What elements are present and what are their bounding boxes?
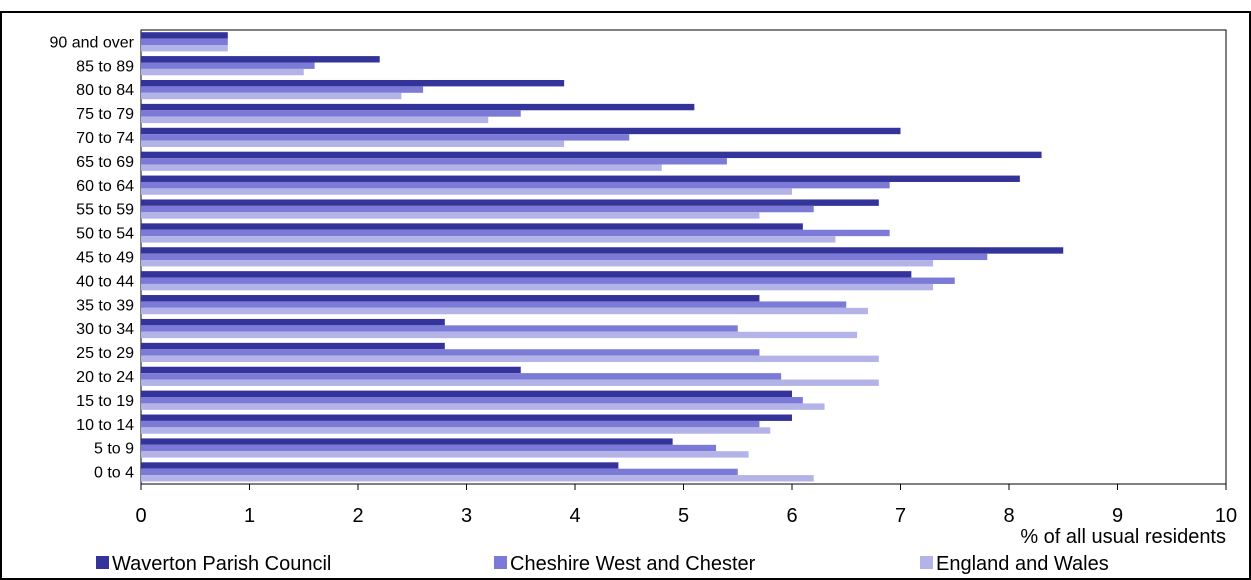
y-tick-label: 5 to 9 bbox=[94, 441, 134, 458]
bar-cheshire-west-and-chester-15-to-19 bbox=[141, 397, 803, 404]
bar-england-and-wales-65-to-69 bbox=[141, 164, 662, 171]
y-tick-label: 35 to 39 bbox=[76, 297, 134, 314]
y-tick-label: 70 to 74 bbox=[76, 130, 134, 147]
y-tick-label: 40 to 44 bbox=[76, 273, 134, 290]
bar-waverton-parish-council-90-and-over bbox=[141, 32, 228, 39]
bar-cheshire-west-and-chester-60-to-64 bbox=[141, 181, 890, 189]
bar-waverton-parish-council-85-to-89 bbox=[141, 56, 380, 63]
bar-cheshire-west-and-chester-90-and-over bbox=[141, 38, 228, 45]
y-tick-label: 30 to 34 bbox=[76, 321, 134, 338]
x-tick-label: 5 bbox=[678, 505, 689, 527]
bar-waverton-parish-council-75-to-79 bbox=[141, 103, 695, 111]
bar-england-and-wales-5-to-9 bbox=[141, 451, 749, 458]
y-axis-labels: 90 and over 85 to 89 80 to 84 75 to 79 70 to… bbox=[49, 34, 134, 481]
bar-cheshire-west-and-chester-20-to-24 bbox=[141, 373, 782, 380]
y-tick-label: 0 to 4 bbox=[94, 465, 134, 482]
y-tick-label: 50 to 54 bbox=[76, 226, 134, 243]
x-tick-label: 9 bbox=[1112, 505, 1123, 527]
bar-waverton-parish-council-15-to-19 bbox=[141, 390, 792, 398]
bar-england-and-wales-25-to-29 bbox=[141, 355, 879, 363]
y-tick-label: 60 to 64 bbox=[76, 178, 134, 195]
y-tick-label: 55 to 59 bbox=[76, 202, 134, 219]
bar-england-and-wales-10-to-14 bbox=[141, 427, 771, 434]
bar-waverton-parish-council-65-to-69 bbox=[141, 151, 1042, 159]
bar-cheshire-west-and-chester-55-to-59 bbox=[141, 205, 814, 213]
y-tick-label: 85 to 89 bbox=[76, 58, 134, 75]
bar-waverton-parish-council-55-to-59 bbox=[141, 199, 879, 206]
bar-england-and-wales-70-to-74 bbox=[141, 140, 565, 147]
bar-england-and-wales-0-to-4 bbox=[141, 475, 814, 482]
bar-england-and-wales-40-to-44 bbox=[141, 283, 934, 291]
bar-cheshire-west-and-chester-25-to-29 bbox=[141, 349, 760, 356]
bar-cheshire-west-and-chester-30-to-34 bbox=[141, 325, 738, 332]
x-axis: 0 1 2 3 4 5 6 7 8 9 10 bbox=[135, 484, 1237, 527]
bar-cheshire-west-and-chester-85-to-89 bbox=[141, 62, 315, 69]
bar-waverton-parish-council-70-to-74 bbox=[141, 127, 901, 135]
legend-swatch-england-and-wales bbox=[920, 556, 933, 569]
y-tick-label: 80 to 84 bbox=[76, 82, 134, 99]
bar-waverton-parish-council-45-to-49 bbox=[141, 247, 1064, 254]
bar-waverton-parish-council-80-to-84 bbox=[141, 79, 565, 87]
y-tick-label: 45 to 49 bbox=[76, 250, 134, 267]
bar-cheshire-west-and-chester-80-to-84 bbox=[141, 86, 424, 93]
y-tick-label: 90 and over bbox=[49, 34, 134, 51]
x-tick-label: 3 bbox=[461, 505, 472, 527]
y-tick-label: 15 to 19 bbox=[76, 393, 134, 410]
y-tick-label: 10 to 14 bbox=[76, 417, 134, 434]
bar-england-and-wales-75-to-79 bbox=[141, 116, 489, 124]
bar-cheshire-west-and-chester-50-to-54 bbox=[141, 229, 890, 237]
bar-waverton-parish-council-50-to-54 bbox=[141, 223, 803, 230]
legend-label-waverton-parish-council: Waverton Parish Council bbox=[112, 553, 331, 575]
bar-cheshire-west-and-chester-5-to-9 bbox=[141, 444, 717, 452]
legend: Waverton Parish Council Cheshire West and… bbox=[96, 553, 1109, 575]
bar-england-and-wales-85-to-89 bbox=[141, 68, 304, 76]
bar-cheshire-west-and-chester-75-to-79 bbox=[141, 110, 521, 117]
bar-cheshire-west-and-chester-45-to-49 bbox=[141, 253, 988, 261]
x-tick-label: 10 bbox=[1215, 505, 1237, 527]
x-tick-label: 2 bbox=[352, 505, 363, 527]
bar-england-and-wales-45-to-49 bbox=[141, 260, 934, 267]
bar-cheshire-west-and-chester-70-to-74 bbox=[141, 134, 630, 141]
bar-waverton-parish-council-35-to-39 bbox=[141, 295, 760, 302]
y-tick-label: 20 to 24 bbox=[76, 369, 134, 386]
bar-england-and-wales-60-to-64 bbox=[141, 188, 792, 195]
x-tick-label: 0 bbox=[135, 505, 146, 527]
bar-cheshire-west-and-chester-40-to-44 bbox=[141, 277, 955, 284]
bar-england-and-wales-50-to-54 bbox=[141, 236, 836, 243]
bar-england-and-wales-20-to-24 bbox=[141, 379, 879, 386]
bar-cheshire-west-and-chester-0-to-4 bbox=[141, 468, 738, 476]
bar-waverton-parish-council-20-to-24 bbox=[141, 366, 521, 374]
y-tick-label: 65 to 69 bbox=[76, 154, 134, 171]
bar-england-and-wales-15-to-19 bbox=[141, 403, 825, 410]
x-tick-label: 7 bbox=[895, 505, 906, 527]
bar-waverton-parish-council-0-to-4 bbox=[141, 462, 619, 469]
bar-england-and-wales-90-and-over bbox=[141, 45, 228, 52]
bar-waverton-parish-council-40-to-44 bbox=[141, 271, 912, 278]
x-axis-title: % of all usual residents bbox=[1020, 526, 1226, 548]
x-tick-label: 8 bbox=[1003, 505, 1014, 527]
bar-waverton-parish-council-60-to-64 bbox=[141, 175, 1020, 182]
x-tick-label: 6 bbox=[786, 505, 797, 527]
bar-waverton-parish-council-25-to-29 bbox=[141, 342, 445, 350]
y-tick-label: 25 to 29 bbox=[76, 345, 134, 362]
bar-waverton-parish-council-5-to-9 bbox=[141, 438, 673, 445]
bar-england-and-wales-55-to-59 bbox=[141, 212, 760, 219]
bar-england-and-wales-30-to-34 bbox=[141, 331, 858, 339]
bar-cheshire-west-and-chester-10-to-14 bbox=[141, 420, 760, 428]
x-tick-label: 1 bbox=[244, 505, 255, 527]
bar-waverton-parish-council-10-to-14 bbox=[141, 414, 792, 421]
bars-group bbox=[141, 32, 1064, 482]
legend-label-cheshire-west-and-chester: Cheshire West and Chester bbox=[510, 553, 756, 575]
y-tick-label: 75 to 79 bbox=[76, 106, 134, 123]
legend-swatch-cheshire-west-and-chester bbox=[494, 556, 507, 569]
bar-cheshire-west-and-chester-35-to-39 bbox=[141, 301, 847, 308]
bar-cheshire-west-and-chester-65-to-69 bbox=[141, 158, 727, 165]
bar-waverton-parish-council-30-to-34 bbox=[141, 318, 445, 326]
x-tick-label: 4 bbox=[569, 505, 580, 527]
bar-england-and-wales-35-to-39 bbox=[141, 307, 868, 315]
bar-england-and-wales-80-to-84 bbox=[141, 92, 402, 100]
legend-swatch-waverton-parish-council bbox=[96, 556, 109, 569]
legend-label-england-and-wales: England and Wales bbox=[936, 553, 1109, 575]
